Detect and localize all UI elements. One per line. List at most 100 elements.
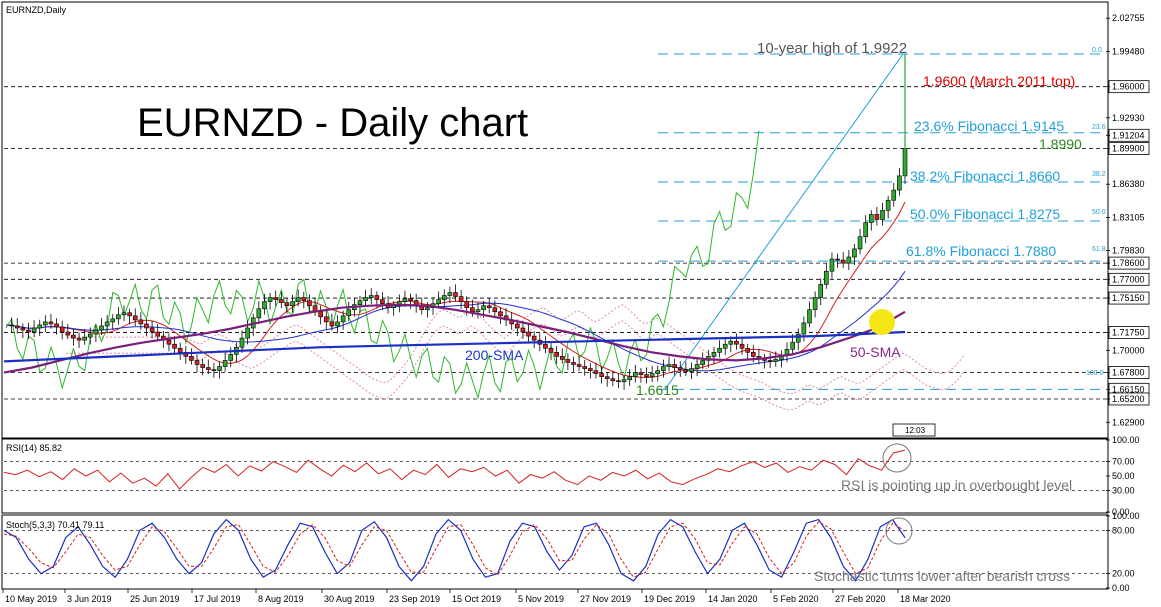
x-tick-label-8: 5 Nov 2019 <box>518 594 564 604</box>
candle-body-20 <box>116 314 121 320</box>
annotation-200-sma: 200-SMA <box>465 347 524 363</box>
price-tick-label-15: 1.66150 <box>1112 384 1145 394</box>
x-tick-label-9: 27 Nov 2019 <box>580 594 631 604</box>
candle-body-123 <box>694 364 700 369</box>
candle-body-8 <box>48 321 54 325</box>
annotation-low: 1.6615 <box>636 382 679 398</box>
rsi-panel <box>1 438 1109 514</box>
candle-body-109 <box>616 380 621 383</box>
candle-body-120 <box>677 367 683 370</box>
kijun-line <box>5 271 906 372</box>
candle-body-15 <box>87 333 93 338</box>
candle-body-94 <box>531 335 537 341</box>
time-badge: 12:03 <box>905 426 926 435</box>
candle-body-92 <box>520 327 526 333</box>
fib-label-38-2: 38.2% Fibonacci 1.8660 <box>910 168 1060 184</box>
candle-body-63 <box>357 300 363 305</box>
candle-body-143 <box>807 309 812 324</box>
time-badge-box <box>892 423 936 437</box>
candle-body-59 <box>335 321 340 327</box>
price-tick-label-2: 1.96000 <box>1112 82 1145 92</box>
candle-body-11 <box>65 331 71 336</box>
candle-body-43 <box>245 327 250 339</box>
candle-body-147 <box>829 258 835 272</box>
candle-body-39 <box>222 360 228 367</box>
candle-body-148 <box>835 258 840 261</box>
candle-body-22 <box>127 312 132 317</box>
candle-body-71 <box>402 298 408 302</box>
price-tick-label-5: 1.89900 <box>1112 144 1145 154</box>
candle-body-19 <box>110 318 116 323</box>
candle-body-128 <box>722 343 728 349</box>
candle-body-17 <box>99 325 104 331</box>
candle-body-46 <box>262 301 267 310</box>
lagging-span-line <box>5 130 760 400</box>
stoch-k-line <box>3 518 906 582</box>
candle-body-112 <box>632 372 638 377</box>
x-tick-label-7: 15 Oct 2019 <box>452 594 501 604</box>
candle-body-14 <box>82 336 87 341</box>
candle-body-102 <box>576 364 582 367</box>
candle-body-36 <box>205 367 211 370</box>
candle-body-103 <box>582 366 588 369</box>
candle-body-52 <box>295 297 301 302</box>
candle-body-65 <box>368 295 374 298</box>
candle-body-124 <box>700 360 706 365</box>
x-tick-label-1: 3 Jun 2019 <box>67 594 112 604</box>
candle-body-78 <box>441 295 447 300</box>
stoch-highlight-circle <box>885 517 913 545</box>
candle-body-57 <box>323 316 329 323</box>
candle-body-96 <box>543 343 548 349</box>
candle-body-156 <box>880 210 885 220</box>
candle-body-140 <box>790 341 795 350</box>
candle-body-51 <box>290 301 295 306</box>
rsi-tick-label-4: 0.00 <box>1112 507 1130 517</box>
candle-body-104 <box>588 368 593 371</box>
candle-body-149 <box>840 259 846 264</box>
rsi-tick-label-3: 30.00 <box>1112 485 1135 495</box>
candle-body-29 <box>166 339 172 345</box>
candle-body-2 <box>14 325 20 329</box>
annotation-50-sma: 50-SMA <box>850 344 901 360</box>
tenkan-line <box>5 201 906 379</box>
candle-body-85 <box>481 305 486 311</box>
crossover-marker <box>869 309 895 335</box>
x-tick-label-0: 10 May 2019 <box>5 594 57 604</box>
candle-body-153 <box>863 222 868 238</box>
candle-body-118 <box>666 364 672 367</box>
rsi-label: RSI(14) 85.82 <box>6 443 62 453</box>
x-tick-label-5: 30 Aug 2019 <box>324 594 375 604</box>
rsi-note: RSI is pointing up in overbought level <box>841 477 1072 493</box>
candle-body-86 <box>486 305 492 309</box>
annotation-march-top: 1.9600 (March 2011 top) <box>923 73 1075 89</box>
candle-body-4 <box>26 329 31 333</box>
x-tick-label-10: 19 Dec 2019 <box>644 594 695 604</box>
candle-body-131 <box>739 343 745 349</box>
candle-body-77 <box>436 299 441 304</box>
candle-body-9 <box>54 323 59 328</box>
price-tick-label-8: 1.79830 <box>1112 246 1145 256</box>
price-tick-label-13: 1.70000 <box>1112 345 1145 355</box>
candle-body-23 <box>132 315 138 321</box>
fib-trend-line <box>664 53 904 390</box>
x-tick-label-4: 8 Aug 2019 <box>258 594 304 604</box>
stoch-label: Stoch(5,3,3) 70.41 79.11 <box>6 520 104 530</box>
candle-body-67 <box>380 299 385 304</box>
candle-body-25 <box>144 323 149 329</box>
candle-body-21 <box>121 312 127 316</box>
fib-label-61-8: 61.8% Fibonacci 1.7880 <box>906 243 1056 259</box>
candle-body-84 <box>475 309 481 313</box>
candle-body-33 <box>189 356 194 361</box>
candle-body-122 <box>689 368 694 372</box>
x-tick-label-2: 25 Jun 2019 <box>130 594 180 604</box>
candle-body-141 <box>795 333 801 343</box>
candle-body-117 <box>661 366 666 371</box>
price-tick-label-12: 1.71750 <box>1112 328 1145 338</box>
candle-body-157 <box>885 199 891 211</box>
candle-body-56 <box>318 311 323 318</box>
candle-body-113 <box>638 372 644 375</box>
fib-ratio-38-2: 38.2 <box>1092 171 1106 178</box>
candle-body-108 <box>610 378 616 382</box>
annotation-high: 10-year high of 1.9922 <box>757 40 907 57</box>
candle-body-13 <box>76 337 82 341</box>
